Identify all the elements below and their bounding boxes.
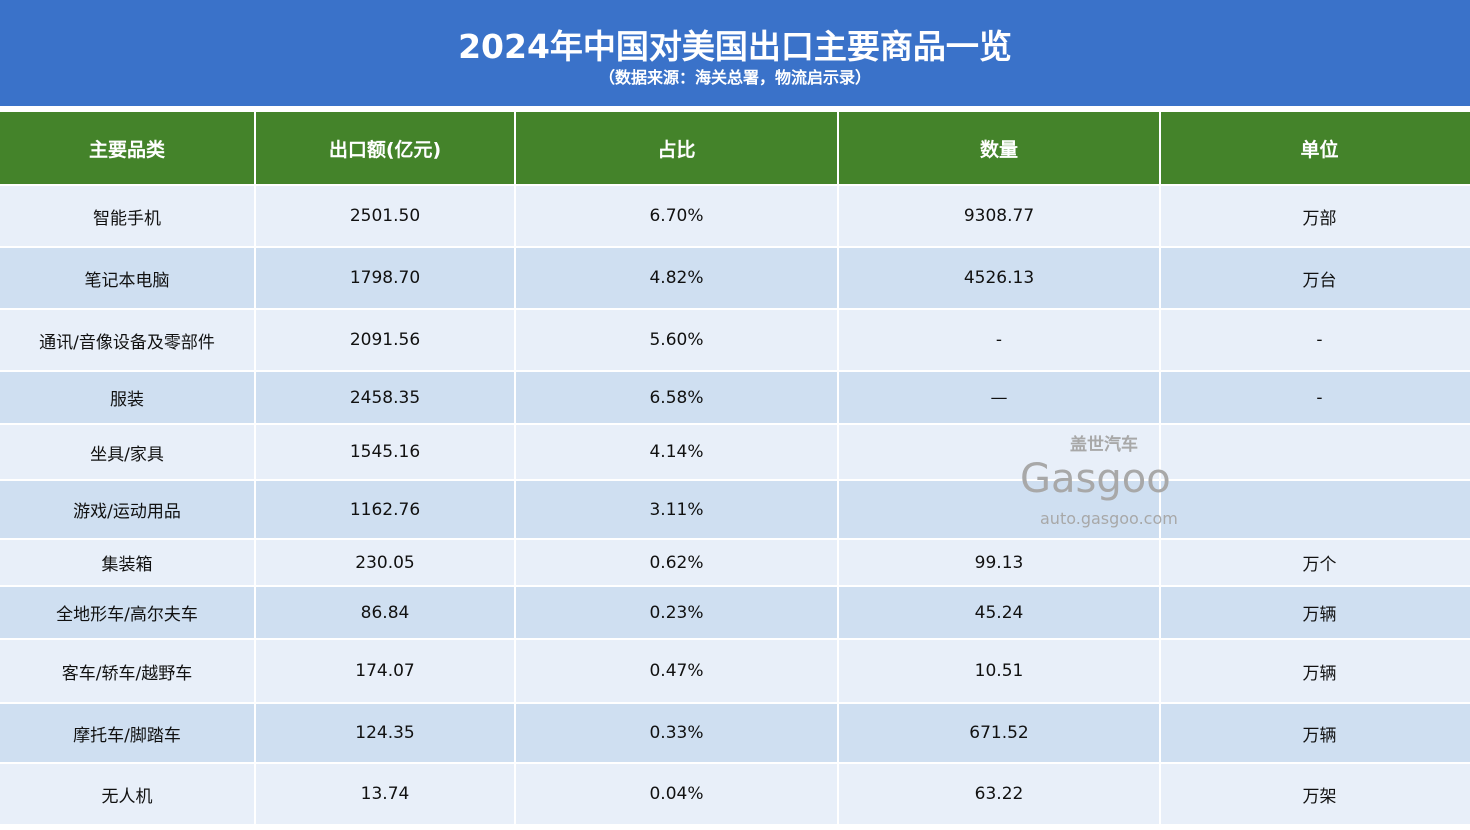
table-cell: 万个	[1161, 540, 1470, 585]
table-cell: 通讯/音像设备及零部件	[0, 310, 254, 370]
page-title: 2024年中国对美国出口主要商品一览	[458, 27, 1012, 66]
column-header: 数量	[839, 112, 1159, 184]
table-cell: 0.04%	[516, 764, 837, 824]
table-cell: 万部	[1161, 186, 1470, 246]
table-cell: 服装	[0, 372, 254, 423]
table-row: 无人机 13.74 0.04% 63.22 万架	[0, 764, 1470, 824]
table-cell: 13.74	[256, 764, 514, 824]
table-cell: —	[839, 372, 1159, 423]
table-cell: 1545.16	[256, 425, 514, 479]
table-cell: 124.35	[256, 704, 514, 762]
table-cell: 0.23%	[516, 587, 837, 638]
table-cell	[839, 481, 1159, 538]
table-cell: 1162.76	[256, 481, 514, 538]
table-cell: 智能手机	[0, 186, 254, 246]
table-row: 全地形车/高尔夫车 86.84 0.23% 45.24 万辆	[0, 587, 1470, 638]
table-cell: 63.22	[839, 764, 1159, 824]
table-cell: 2458.35	[256, 372, 514, 423]
table-cell: -	[839, 310, 1159, 370]
table-row: 坐具/家具 1545.16 4.14%	[0, 425, 1470, 479]
table-header-row: 主要品类 出口额(亿元) 占比 数量 单位	[0, 112, 1470, 184]
table-cell: 86.84	[256, 587, 514, 638]
table-row: 摩托车/脚踏车 124.35 0.33% 671.52 万辆	[0, 704, 1470, 762]
table-cell: 45.24	[839, 587, 1159, 638]
table-row: 客车/轿车/越野车 174.07 0.47% 10.51 万辆	[0, 640, 1470, 702]
table-cell: 游戏/运动用品	[0, 481, 254, 538]
table-cell: 无人机	[0, 764, 254, 824]
table-cell: 万架	[1161, 764, 1470, 824]
table-cell: 99.13	[839, 540, 1159, 585]
table-cell: 笔记本电脑	[0, 248, 254, 308]
table-cell: 9308.77	[839, 186, 1159, 246]
table-cell: 万辆	[1161, 704, 1470, 762]
table-row: 服装 2458.35 6.58% — -	[0, 372, 1470, 423]
table-cell: 摩托车/脚踏车	[0, 704, 254, 762]
table-cell: -	[1161, 310, 1470, 370]
table-cell: 4526.13	[839, 248, 1159, 308]
table-cell: 5.60%	[516, 310, 837, 370]
table-cell: 10.51	[839, 640, 1159, 702]
table-cell: 671.52	[839, 704, 1159, 762]
table-cell: 0.33%	[516, 704, 837, 762]
table-row: 笔记本电脑 1798.70 4.82% 4526.13 万台	[0, 248, 1470, 308]
column-header: 出口额(亿元)	[256, 112, 514, 184]
table-cell: 2091.56	[256, 310, 514, 370]
column-header: 主要品类	[0, 112, 254, 184]
page-subtitle: （数据来源：海关总署，物流启示录）	[598, 68, 871, 87]
title-banner: 2024年中国对美国出口主要商品一览 （数据来源：海关总署，物流启示录）	[0, 0, 1470, 106]
table-cell	[1161, 425, 1470, 479]
table-cell	[1161, 481, 1470, 538]
table-cell: 万辆	[1161, 587, 1470, 638]
table-cell: 全地形车/高尔夫车	[0, 587, 254, 638]
table-cell: 6.70%	[516, 186, 837, 246]
export-table: 主要品类 出口额(亿元) 占比 数量 单位 智能手机 2501.50 6.70% 93…	[0, 110, 1470, 826]
table-row: 游戏/运动用品 1162.76 3.11%	[0, 481, 1470, 538]
table-row: 智能手机 2501.50 6.70% 9308.77 万部	[0, 186, 1470, 246]
table-cell: 174.07	[256, 640, 514, 702]
table-cell: 3.11%	[516, 481, 837, 538]
table-cell: 万辆	[1161, 640, 1470, 702]
column-header: 占比	[516, 112, 837, 184]
table-cell: 230.05	[256, 540, 514, 585]
table-cell: 4.82%	[516, 248, 837, 308]
table-cell: 0.62%	[516, 540, 837, 585]
table-cell: 客车/轿车/越野车	[0, 640, 254, 702]
table-cell: 集装箱	[0, 540, 254, 585]
table-row: 集装箱 230.05 0.62% 99.13 万个	[0, 540, 1470, 585]
table-cell: 坐具/家具	[0, 425, 254, 479]
column-header: 单位	[1161, 112, 1470, 184]
table-cell	[839, 425, 1159, 479]
table-cell: -	[1161, 372, 1470, 423]
table-cell: 2501.50	[256, 186, 514, 246]
table-cell: 万台	[1161, 248, 1470, 308]
table-row: 通讯/音像设备及零部件 2091.56 5.60% - -	[0, 310, 1470, 370]
table-cell: 4.14%	[516, 425, 837, 479]
table-cell: 1798.70	[256, 248, 514, 308]
table-cell: 0.47%	[516, 640, 837, 702]
table-cell: 6.58%	[516, 372, 837, 423]
